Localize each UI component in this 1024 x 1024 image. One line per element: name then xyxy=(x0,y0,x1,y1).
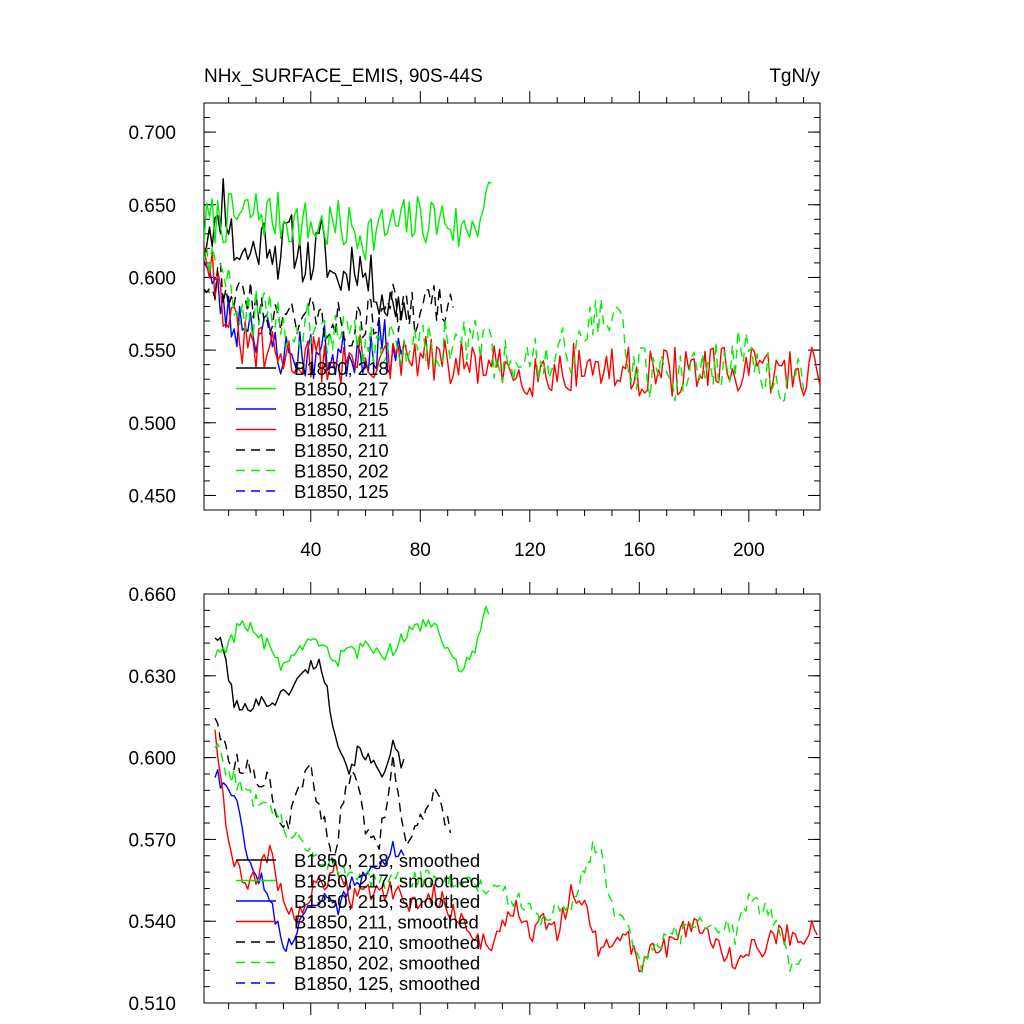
series-group xyxy=(214,605,818,973)
y-tick-label: 0.630 xyxy=(128,667,176,688)
x-tick-label: 40 xyxy=(300,540,321,561)
x-tick-label: 80 xyxy=(410,540,431,561)
series-line-4 xyxy=(204,262,454,347)
bottom-panel: 0.510 0.540 0.570 0.600 0.630 0.660 B1850, 218… xyxy=(128,582,821,1015)
legend-label: B1850, 215 xyxy=(294,399,389,420)
series-line-3 xyxy=(214,729,818,973)
plot-frame xyxy=(203,593,821,1004)
chart-title: NHx_SURFACE_EMIS, 90S-44S xyxy=(204,66,483,87)
chart-units: TgN/y xyxy=(769,66,820,87)
series-line-3 xyxy=(204,246,820,398)
series-line-0 xyxy=(204,178,408,321)
y-tick-label: 0.570 xyxy=(128,830,176,851)
series-line-2 xyxy=(204,261,408,379)
y-tick-label: 0.650 xyxy=(128,196,176,217)
y-tick-label: 0.450 xyxy=(128,486,176,507)
legend-label: B1850, 218, smoothed xyxy=(294,850,480,871)
y-tick-label: 0.550 xyxy=(128,341,176,362)
series-group xyxy=(204,178,820,404)
legend-label: B1850, 217 xyxy=(294,379,389,400)
legend-label: B1850, 125 xyxy=(294,481,389,502)
series-line-5 xyxy=(214,743,805,973)
x-tick-label: 200 xyxy=(733,540,765,561)
y-tick-label: 0.600 xyxy=(128,268,176,289)
legend-label: B1850, 215, smoothed xyxy=(294,891,480,912)
y-tick-label: 0.700 xyxy=(128,123,176,144)
legend-label: B1850, 211 xyxy=(294,420,387,441)
legend-label: B1850, 125, smoothed xyxy=(294,973,480,994)
y-tick-label: 0.540 xyxy=(128,912,176,933)
legend-label: B1850, 211, smoothed xyxy=(294,912,479,933)
series-line-1 xyxy=(214,605,490,673)
y-tick-label: 0.510 xyxy=(128,994,176,1015)
legend-label: B1850, 210 xyxy=(294,440,389,461)
legend-label: B1850, 217, smoothed xyxy=(294,871,480,892)
series-line-1 xyxy=(204,181,492,261)
series-line-2 xyxy=(214,769,405,953)
y-tick-label: 0.600 xyxy=(128,749,176,770)
y-tick-label: 0.660 xyxy=(128,585,176,606)
legend-label: B1850, 202 xyxy=(294,461,389,482)
x-tick-label: 120 xyxy=(514,540,546,561)
legend-label: B1850, 202, smoothed xyxy=(294,953,480,974)
x-tick-label: 160 xyxy=(623,540,655,561)
series-line-0 xyxy=(214,636,405,778)
legend-label: B1850, 210, smoothed xyxy=(294,932,480,953)
y-tick-label: 0.500 xyxy=(128,414,176,435)
legend-label: B1850, 218 xyxy=(294,358,389,379)
top-panel: 0.450 0.500 0.550 0.600 0.650 0.700 40 80 120 160… xyxy=(128,91,821,561)
